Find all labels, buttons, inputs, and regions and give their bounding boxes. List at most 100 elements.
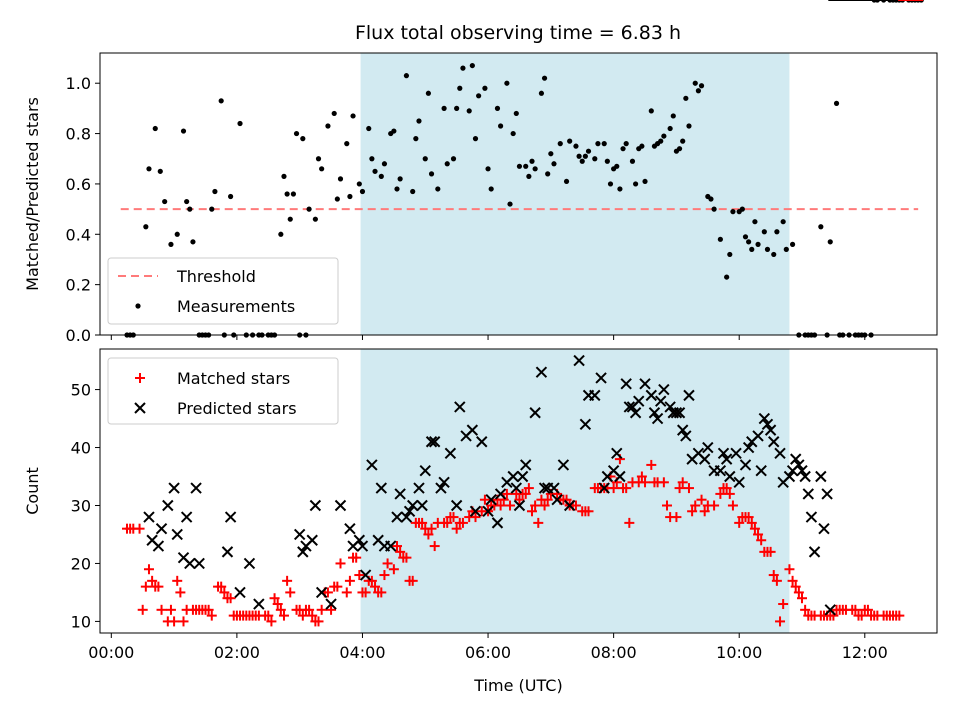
predicted-point-b — [802, 488, 814, 500]
measurement-point — [152, 125, 158, 132]
predicted-point — [796, 465, 808, 477]
measurement-point — [300, 136, 306, 142]
matched-point — [225, 593, 236, 604]
measurement-point — [413, 136, 419, 142]
measurement-point — [237, 120, 243, 127]
predicted-point-b — [375, 482, 388, 494]
predicted-point-b — [764, 424, 777, 436]
predicted-point — [516, 470, 529, 483]
measurement-point — [209, 206, 215, 212]
predicted-point-b — [482, 505, 494, 517]
measurement-point — [629, 158, 636, 164]
measurement-point — [347, 193, 353, 200]
measurement-point — [661, 133, 667, 139]
measurement-point — [516, 163, 523, 169]
matched-point — [479, 494, 490, 505]
predicted-point-b — [774, 447, 786, 460]
measurement-point — [746, 239, 752, 245]
matched-point — [175, 587, 186, 598]
matched-point — [721, 483, 732, 494]
measurement-point — [692, 80, 698, 86]
matched-point — [134, 523, 145, 534]
predicted-point-b — [168, 482, 180, 494]
matched-point — [765, 546, 776, 557]
count-y-axis-label: Count — [23, 467, 42, 515]
predicted-point-b — [680, 430, 692, 442]
predicted-point — [334, 499, 347, 512]
measurement-point — [319, 166, 325, 172]
measurement-point — [482, 85, 488, 91]
measurement-point — [548, 151, 554, 157]
predicted-point — [375, 482, 388, 494]
matched-point — [734, 517, 745, 528]
predicted-point — [366, 459, 378, 471]
measurement-point — [623, 141, 629, 147]
predicted-point — [513, 499, 526, 512]
y-tick-label: 40 — [71, 439, 91, 458]
measurement-point — [617, 186, 623, 192]
predicted-point-b — [253, 598, 265, 610]
matched-point — [203, 604, 214, 615]
predicted-point — [520, 459, 532, 471]
measurement-point — [579, 158, 585, 164]
predicted-point-b — [344, 522, 356, 535]
matched-point — [894, 610, 905, 621]
predicted-point — [406, 499, 419, 512]
matched-point — [322, 587, 333, 598]
predicted-point-b — [645, 389, 658, 402]
matched-point — [533, 517, 544, 528]
matched-point — [156, 604, 167, 615]
matched-point — [636, 471, 647, 482]
matched-point — [793, 587, 804, 598]
predicted-point-b — [193, 557, 205, 570]
measurement-point — [372, 168, 378, 174]
predicted-point-b — [221, 546, 234, 558]
predicted-point-b — [824, 604, 836, 616]
predicted-point-b — [623, 401, 636, 413]
predicted-point — [482, 505, 494, 517]
matched-legend-marker — [135, 373, 145, 383]
measurement-point — [174, 231, 180, 237]
matched-point — [316, 604, 327, 615]
predicted-point — [168, 482, 180, 494]
measurement-point — [334, 196, 340, 202]
predicted-point-b — [234, 586, 246, 599]
matched-point — [313, 616, 324, 627]
predicted-point-b — [692, 447, 705, 460]
measurement-point — [143, 224, 149, 230]
matched-point — [165, 604, 176, 615]
measurement-point — [391, 128, 397, 134]
measurement-point — [730, 209, 736, 215]
measurement-point — [146, 166, 152, 172]
predicted-point-b — [655, 395, 667, 407]
matched-point — [674, 483, 685, 494]
matched-point — [451, 523, 462, 534]
matched-legend-swatch — [135, 373, 145, 383]
measurement-point — [312, 216, 318, 222]
predicted-point — [645, 389, 658, 402]
predicted-point-b — [416, 499, 428, 512]
predicted-point — [425, 436, 438, 448]
observing-span-bottom — [360, 349, 790, 633]
measurement-point — [394, 186, 400, 192]
predicted-point — [394, 488, 406, 500]
matched-point — [495, 500, 506, 511]
predicted-point-b — [799, 470, 811, 483]
matched-point — [724, 488, 735, 499]
measurement-point — [648, 108, 654, 114]
matched-point — [417, 517, 428, 528]
predicted-point — [476, 436, 488, 448]
predicted-point — [485, 493, 497, 506]
matched-point — [530, 500, 541, 511]
predicted-point-b — [683, 389, 695, 402]
predicted-point-b — [180, 511, 193, 523]
matched-point — [153, 581, 164, 592]
x-tick-label: 02:00 — [214, 643, 260, 662]
predicted-point-b — [413, 482, 425, 494]
measurement-point — [582, 153, 588, 159]
measurement-point — [523, 163, 529, 169]
measurement-point — [428, 171, 435, 177]
predicted-point-b — [607, 465, 620, 477]
matched-point — [178, 616, 189, 627]
ratio-y-ticks: 0.0 0.2 0.4 0.6 0.8 1.0 — [66, 74, 100, 345]
